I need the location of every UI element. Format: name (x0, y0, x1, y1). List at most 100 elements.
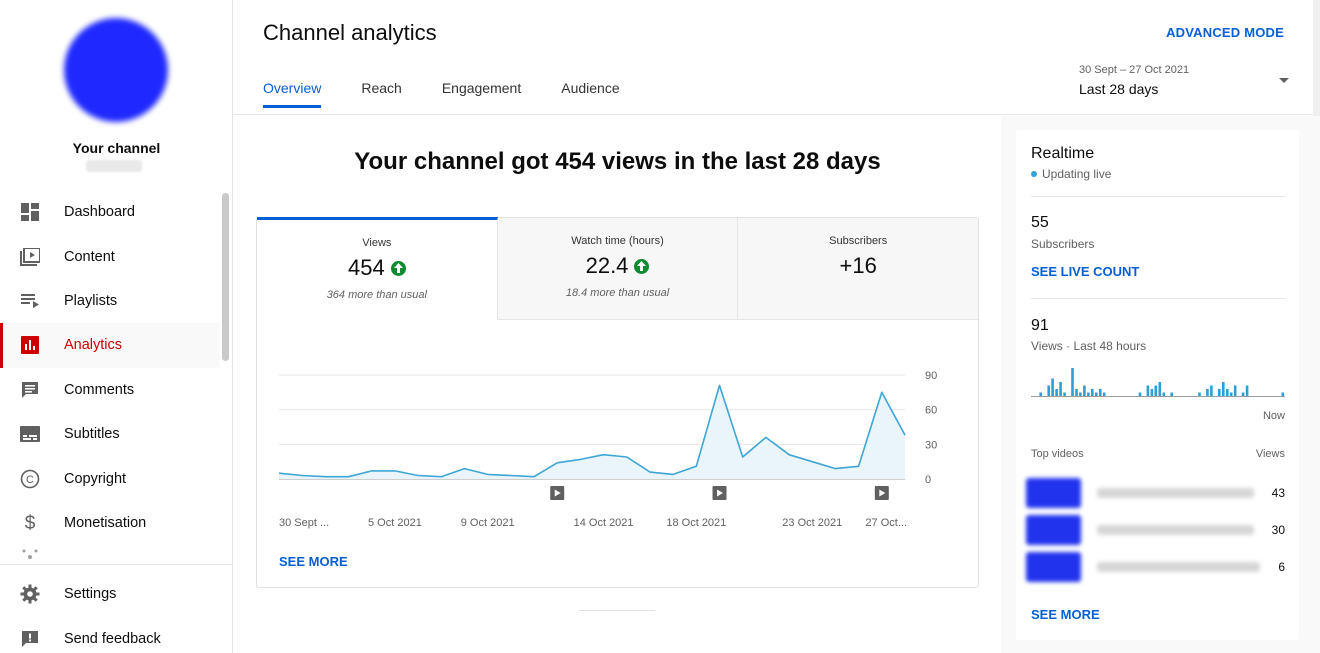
realtime-bar (1079, 392, 1082, 396)
realtime-title: Realtime (1031, 145, 1095, 162)
sidebar-item-send-feedback[interactable]: Send feedback (0, 616, 232, 653)
metric-tab-views[interactable]: Views 454 364 more than usual (257, 217, 498, 320)
x-tick-label: 14 Oct 2021 (574, 517, 634, 529)
video-thumbnail (1026, 515, 1081, 545)
x-tick-label: 23 Oct 2021 (782, 517, 842, 529)
metric-value-row: 22.4 (498, 253, 738, 279)
sidebar-item-label: Analytics (64, 337, 123, 354)
sidebar-item-settings[interactable]: Settings (0, 572, 232, 616)
realtime-bar (1281, 392, 1285, 396)
sidebar: Your channel Dashboard Content Playlists… (0, 0, 233, 653)
sidebar-item-label: Monetisation (64, 514, 147, 531)
realtime-bar (1099, 389, 1102, 396)
sidebar-item-playlists[interactable]: Playlists (0, 279, 220, 323)
sidebar-item-monetisation[interactable]: $ Monetisation (0, 501, 220, 545)
realtime-bar (1095, 392, 1098, 396)
sidebar-item-label: Copyright (64, 470, 127, 487)
arrow-up-icon (390, 260, 406, 276)
top-video-row[interactable]: 30 (1026, 515, 1285, 545)
metric-tabs: Views 454 364 more than usual Watch time… (257, 217, 979, 320)
realtime-bar (1039, 392, 1042, 396)
divider (1031, 196, 1285, 197)
realtime-bar (1222, 382, 1225, 396)
metric-value: +16 (839, 253, 877, 278)
views-chart-svg: 0 30 60 90 30 Sept ... 5 Oct 2021 9 Oct 2021 14… (278, 370, 937, 529)
realtime-views-label: Views · Last 48 hours (1031, 339, 1147, 353)
see-live-count-button[interactable]: SEE LIVE COUNT (1031, 264, 1140, 279)
advanced-mode-button[interactable]: ADVANCED MODE (1166, 25, 1284, 40)
sidebar-item-label: Comments (64, 381, 135, 398)
sidebar-item-label: Send feedback (64, 630, 161, 647)
playlists-icon (20, 291, 40, 311)
avatar[interactable] (64, 18, 168, 122)
tab-reach[interactable]: Reach (361, 80, 402, 96)
sidebar-item-comments[interactable]: Comments (0, 368, 220, 412)
y-tick-label: 30 (925, 439, 937, 451)
realtime-card: Realtime Updating live 55 Subscribers SE… (1016, 130, 1299, 640)
y-tick-label: 60 (925, 405, 937, 417)
x-tick-label: 9 Oct 2021 (461, 517, 515, 529)
realtime-bar (1138, 392, 1142, 396)
realtime-bar (1162, 392, 1166, 396)
key-metrics-card: Views 454 364 more than usual Watch time… (256, 217, 979, 588)
sidebar-item-subtitles[interactable]: Subtitles (0, 412, 220, 456)
realtime-bar (1146, 385, 1150, 396)
sidebar-scrollbar[interactable] (222, 193, 229, 361)
tab-audience[interactable]: Audience (561, 80, 620, 96)
y-tick-label: 90 (925, 370, 937, 382)
realtime-bar (1198, 392, 1201, 396)
realtime-subscribers-value: 55 (1031, 214, 1049, 231)
y-tick-label: 0 (925, 474, 931, 486)
x-tick-label: 30 Sept ... (279, 517, 329, 529)
top-video-row[interactable]: 6 (1026, 552, 1285, 582)
analytics-tabs: Overview Reach Engagement Audience (263, 80, 660, 108)
realtime-bar (1091, 389, 1094, 396)
metric-value-row: 454 (257, 255, 497, 281)
sidebar-item-label: Dashboard (64, 204, 135, 221)
monetisation-icon: $ (20, 513, 40, 533)
live-dot-icon (1031, 171, 1037, 177)
metric-tab-subscribers[interactable]: Subscribers +16 (738, 218, 979, 320)
realtime-bar (1158, 382, 1162, 396)
series-line (278, 384, 906, 478)
tab-engagement[interactable]: Engagement (441, 80, 522, 96)
realtime-bar (1102, 392, 1106, 396)
realtime-bar (1063, 392, 1066, 396)
realtime-status-label: Updating live (1042, 167, 1112, 181)
realtime-bar (1047, 385, 1050, 396)
sidebar-item-copyright[interactable]: C Copyright (0, 456, 220, 500)
play-icon (717, 489, 724, 497)
realtime-bar (1245, 385, 1249, 396)
realtime-panel: Realtime Updating live 55 Subscribers SE… (1001, 116, 1320, 653)
realtime-status: Updating live (1031, 167, 1111, 181)
metric-tab-watch-time[interactable]: Watch time (hours) 22.4 18.4 more than u… (497, 218, 739, 320)
realtime-bar (1233, 385, 1237, 396)
channel-name[interactable]: Your channel (72, 140, 161, 156)
see-more-button[interactable]: SEE MORE (279, 554, 348, 569)
date-range-selector[interactable]: 30 Sept – 27 Oct 2021 Last 28 days (1079, 64, 1289, 97)
video-thumbnail (1026, 552, 1081, 582)
metric-label: Watch time (hours) (571, 235, 664, 247)
see-more-videos-button[interactable]: SEE MORE (1031, 607, 1100, 622)
realtime-bar (1229, 392, 1233, 396)
x-tick-label: 5 Oct 2021 (368, 517, 422, 529)
views-chart: 0 30 60 90 30 Sept ... 5 Oct 2021 9 Oct 2021 14… (257, 321, 980, 541)
dashboard-icon (20, 202, 40, 222)
x-tick-label: 27 Oct... (865, 517, 907, 529)
feedback-icon (20, 629, 40, 649)
realtime-bar (1075, 389, 1078, 396)
section-divider (579, 610, 655, 611)
video-title-blurred (1097, 525, 1254, 535)
svg-text:C: C (26, 474, 34, 486)
summary-headline: Your channel got 454 views in the last 2… (354, 148, 881, 175)
top-video-row[interactable]: 43 (1026, 478, 1285, 508)
realtime-bar (1055, 389, 1058, 396)
sidebar-item-customisation[interactable] (0, 545, 220, 569)
tab-overview[interactable]: Overview (263, 80, 322, 108)
sidebar-item-analytics[interactable]: Analytics (0, 323, 220, 368)
sidebar-item-dashboard[interactable]: Dashboard (0, 190, 220, 234)
x-tick-label: 18 Oct 2021 (666, 517, 726, 529)
sidebar-item-content[interactable]: Content (0, 234, 220, 278)
customisation-icon (20, 547, 40, 567)
analytics-icon (20, 335, 40, 355)
